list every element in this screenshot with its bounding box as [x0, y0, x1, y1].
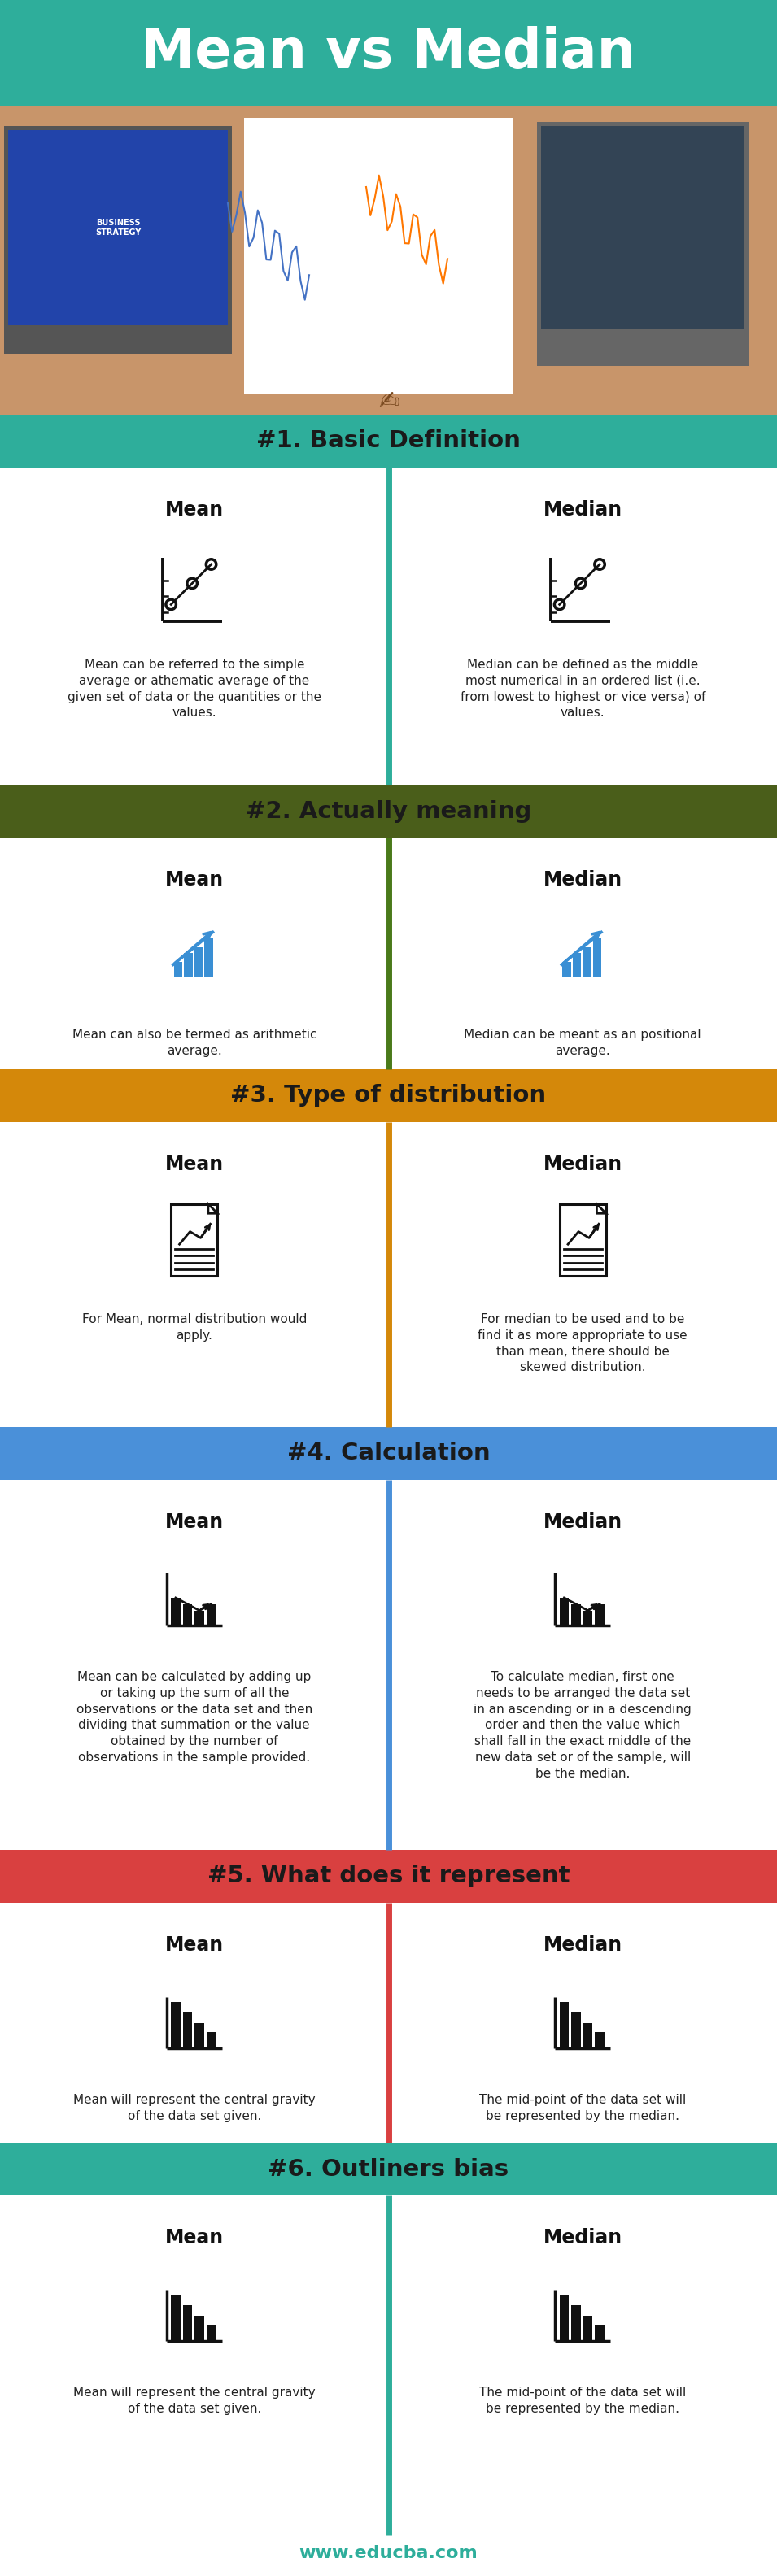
Bar: [207, 2032, 216, 2048]
Text: To calculate median, first one
needs to be arranged the data set
in an ascending: To calculate median, first one needs to …: [474, 1672, 692, 1780]
Bar: [571, 2012, 580, 2048]
Text: #2. Actually meaning: #2. Actually meaning: [246, 799, 531, 822]
Bar: [559, 2295, 569, 2342]
Text: #3. Type of distribution: #3. Type of distribution: [231, 1084, 546, 1108]
Text: www.educba.com: www.educba.com: [299, 2545, 478, 2561]
Bar: [541, 126, 744, 330]
Bar: [559, 2002, 569, 2048]
Text: Mean can be calculated by adding up
or taking up the sum of all the
observations: Mean can be calculated by adding up or t…: [76, 1672, 312, 1765]
Bar: [0, 2195, 777, 2535]
Bar: [583, 948, 591, 976]
Text: Mean: Mean: [165, 1935, 224, 1955]
Text: Median: Median: [543, 500, 622, 520]
Text: #1. Basic Definition: #1. Basic Definition: [256, 430, 521, 453]
Bar: [0, 2535, 777, 2576]
Bar: [571, 1605, 580, 1625]
Bar: [195, 2022, 204, 2048]
Bar: [0, 2143, 777, 2195]
Text: #6. Outliners bias: #6. Outliners bias: [268, 2159, 509, 2179]
Bar: [0, 1123, 777, 1427]
Bar: [207, 2324, 216, 2342]
Text: For median to be used and to be
find it as more appropriate to use
than mean, th: For median to be used and to be find it …: [478, 1314, 688, 1373]
Text: #5. What does it represent: #5. What does it represent: [207, 1865, 570, 1888]
Bar: [537, 121, 748, 366]
Text: For Mean, normal distribution would
apply.: For Mean, normal distribution would appl…: [82, 1314, 307, 1342]
Text: Mean will represent the central gravity
of the data set given.: Mean will represent the central gravity …: [73, 2385, 315, 2414]
Text: Mean can be referred to the simple
average or athematic average of the
given set: Mean can be referred to the simple avera…: [68, 659, 321, 719]
Bar: [195, 2316, 204, 2342]
Text: Median: Median: [543, 871, 622, 889]
Text: #4. Calculation: #4. Calculation: [287, 1443, 490, 1466]
Bar: [183, 1605, 192, 1625]
Bar: [595, 2324, 605, 2342]
Text: Median: Median: [543, 2228, 622, 2246]
Text: Median: Median: [543, 1512, 622, 1533]
Bar: [0, 1904, 777, 2143]
Bar: [0, 1069, 777, 1123]
Bar: [4, 126, 232, 353]
Text: Median: Median: [543, 1935, 622, 1955]
Bar: [184, 953, 193, 976]
Text: Mean vs Median: Mean vs Median: [141, 26, 636, 80]
Polygon shape: [597, 1203, 606, 1213]
Text: Mean: Mean: [165, 500, 224, 520]
Bar: [244, 118, 513, 394]
Bar: [559, 1597, 569, 1625]
Bar: [0, 837, 777, 1069]
Bar: [0, 1427, 777, 1479]
Bar: [207, 1605, 216, 1625]
Text: Median can be meant as an positional
average.: Median can be meant as an positional ave…: [464, 1028, 702, 1056]
Bar: [0, 1850, 777, 1904]
Bar: [171, 2295, 180, 2342]
Polygon shape: [208, 1203, 218, 1213]
Bar: [584, 2316, 593, 2342]
Bar: [0, 786, 777, 837]
Bar: [584, 2022, 593, 2048]
Bar: [195, 1610, 204, 1625]
Bar: [593, 938, 601, 976]
Bar: [174, 961, 183, 976]
Bar: [171, 1597, 180, 1625]
Bar: [0, 469, 777, 786]
Bar: [171, 1203, 218, 1275]
Bar: [571, 2306, 580, 2342]
Text: The mid-point of the data set will
be represented by the median.: The mid-point of the data set will be re…: [479, 2094, 686, 2123]
Bar: [204, 938, 213, 976]
Bar: [0, 1479, 777, 1850]
Bar: [0, 0, 777, 106]
Text: Median: Median: [543, 1154, 622, 1175]
Bar: [171, 2002, 180, 2048]
Bar: [559, 1203, 606, 1275]
Bar: [595, 1605, 605, 1625]
Text: Mean: Mean: [165, 1154, 224, 1175]
Bar: [183, 2012, 192, 2048]
Bar: [584, 1610, 593, 1625]
Bar: [563, 961, 571, 976]
Bar: [183, 2306, 192, 2342]
Text: Median can be defined as the middle
most numerical in an ordered list (i.e.
from: Median can be defined as the middle most…: [460, 659, 706, 719]
Text: The mid-point of the data set will
be represented by the median.: The mid-point of the data set will be re…: [479, 2385, 686, 2414]
Text: Mean will represent the central gravity
of the data set given.: Mean will represent the central gravity …: [73, 2094, 315, 2123]
Bar: [573, 953, 581, 976]
Bar: [8, 131, 228, 325]
Bar: [194, 948, 203, 976]
Bar: [0, 415, 777, 469]
Text: ✍: ✍: [378, 392, 399, 415]
Text: Mean can also be termed as arithmetic
average.: Mean can also be termed as arithmetic av…: [72, 1028, 316, 1056]
Text: BUSINESS
STRATEGY: BUSINESS STRATEGY: [95, 219, 141, 237]
Text: Mean: Mean: [165, 871, 224, 889]
Text: Mean: Mean: [165, 2228, 224, 2246]
Bar: [595, 2032, 605, 2048]
Bar: [0, 106, 777, 415]
Text: Mean: Mean: [165, 1512, 224, 1533]
